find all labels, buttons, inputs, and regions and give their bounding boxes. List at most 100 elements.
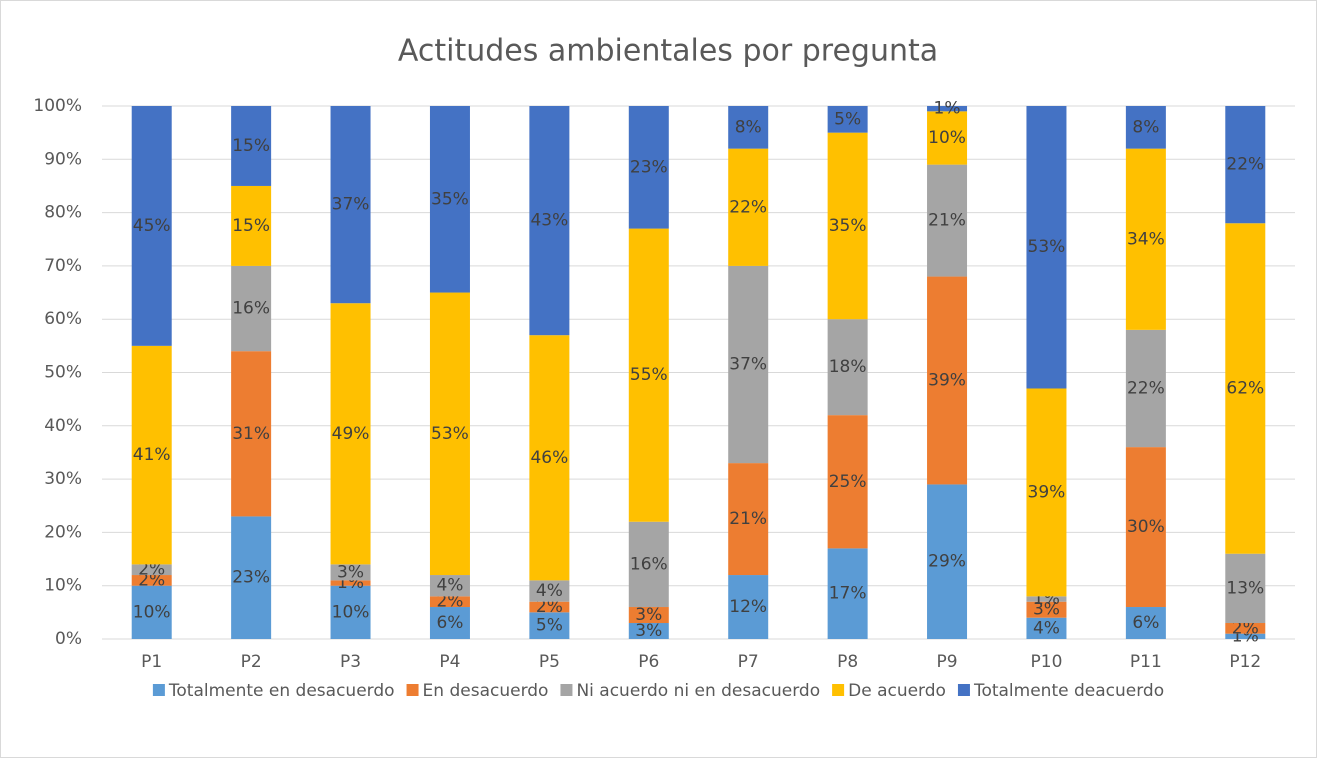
data-label: 2% — [1232, 618, 1259, 638]
data-label: 39% — [928, 370, 966, 390]
bar-segment — [131, 345, 172, 565]
data-label: 4% — [1033, 618, 1060, 638]
data-label: 5% — [834, 109, 861, 129]
data-label: 21% — [928, 211, 966, 231]
bar-segment — [728, 106, 769, 149]
legend-swatch — [957, 684, 970, 696]
data-label: 37% — [332, 195, 370, 215]
y-tick-label: 30% — [44, 469, 82, 489]
bar-segment — [827, 106, 868, 133]
bar-segment — [429, 575, 470, 597]
bar-segment — [1026, 388, 1067, 597]
bar-segment — [131, 575, 172, 586]
data-label: 2% — [138, 570, 165, 590]
data-label: 35% — [829, 216, 867, 236]
bar-segment — [529, 335, 570, 581]
data-label: 17% — [829, 584, 867, 604]
legend-swatch — [406, 684, 419, 696]
data-label: 29% — [928, 552, 966, 572]
x-tick-label: P3 — [340, 652, 361, 672]
y-tick-label: 80% — [44, 203, 82, 223]
x-tick-label: P9 — [937, 652, 958, 672]
bar-segment — [628, 607, 669, 624]
bar-segment — [131, 106, 172, 346]
data-label: 2% — [536, 597, 563, 617]
x-tick-label: P7 — [738, 652, 759, 672]
bar-segment — [927, 276, 968, 485]
data-label: 22% — [729, 197, 767, 217]
data-label: 6% — [436, 613, 463, 633]
bar-segment — [927, 484, 968, 639]
y-tick-label: 70% — [44, 256, 82, 276]
y-tick-label: 10% — [44, 576, 82, 596]
bar-segment — [728, 463, 769, 576]
bar-segment — [1225, 106, 1266, 224]
data-label: 22% — [1127, 378, 1165, 398]
bar-segment — [1026, 617, 1067, 639]
bar-segment — [628, 228, 669, 522]
x-tick-label: P12 — [1229, 652, 1261, 672]
data-label: 13% — [1226, 578, 1264, 598]
data-label: 8% — [735, 117, 762, 137]
bar-segment — [429, 106, 470, 293]
bar-segment — [231, 265, 272, 352]
x-tick-label: P11 — [1130, 652, 1162, 672]
legend-label: Ni acuerdo ni en desacuerdo — [576, 681, 820, 701]
data-label: 18% — [829, 357, 867, 377]
data-label: 25% — [829, 472, 867, 492]
x-tick-label: P5 — [539, 652, 560, 672]
bar-segment — [231, 351, 272, 517]
data-label: 62% — [1226, 378, 1264, 398]
data-label: 2% — [138, 560, 165, 580]
legend-label: Totalmente en desacuerdo — [168, 681, 395, 701]
data-label: 45% — [133, 216, 171, 236]
bar-segment — [827, 132, 868, 320]
data-label: 34% — [1127, 229, 1165, 249]
bar-segment — [1125, 106, 1166, 149]
x-tick-label: P2 — [241, 652, 262, 672]
bar-segment — [1125, 607, 1166, 639]
bar-segment — [1125, 329, 1166, 448]
bar-segment — [1225, 553, 1266, 624]
bar-segment — [1026, 596, 1067, 602]
bar-segment — [330, 106, 371, 304]
bar-segment — [429, 292, 470, 576]
bar-segment — [628, 623, 669, 639]
bar-segment — [1026, 106, 1067, 389]
data-label: 35% — [431, 189, 469, 209]
bar-segment — [529, 106, 570, 336]
bar-segment — [131, 585, 172, 639]
data-label: 4% — [436, 576, 463, 596]
data-label: 8% — [1132, 117, 1159, 137]
x-tick-label: P8 — [837, 652, 858, 672]
data-label: 49% — [332, 424, 370, 444]
y-tick-label: 40% — [44, 416, 82, 436]
data-label: 16% — [630, 554, 668, 574]
data-label: 3% — [1033, 600, 1060, 620]
bar-segment — [529, 580, 570, 602]
y-tick-label: 20% — [44, 522, 82, 542]
legend-swatch — [832, 684, 845, 696]
data-label: 3% — [337, 562, 364, 582]
bar-segment — [429, 607, 470, 639]
legend-swatch — [152, 684, 165, 696]
data-label: 3% — [635, 605, 662, 625]
bar-segment — [330, 580, 371, 586]
bar-segment — [1225, 633, 1266, 639]
y-tick-label: 100% — [33, 96, 82, 116]
data-label: 16% — [232, 299, 270, 319]
data-label: 31% — [232, 424, 270, 444]
data-label: 1% — [934, 99, 961, 119]
bar-segment — [827, 548, 868, 639]
x-tick-label: P4 — [439, 652, 460, 672]
x-tick-label: P1 — [141, 652, 162, 672]
data-label: 10% — [928, 128, 966, 148]
data-label: 55% — [630, 365, 668, 385]
bar-segment — [927, 106, 968, 112]
bar-segment — [927, 111, 968, 165]
bar-segment — [1225, 223, 1266, 554]
bar-segment — [728, 575, 769, 639]
data-label: 37% — [729, 355, 767, 375]
data-label: 4% — [536, 581, 563, 601]
